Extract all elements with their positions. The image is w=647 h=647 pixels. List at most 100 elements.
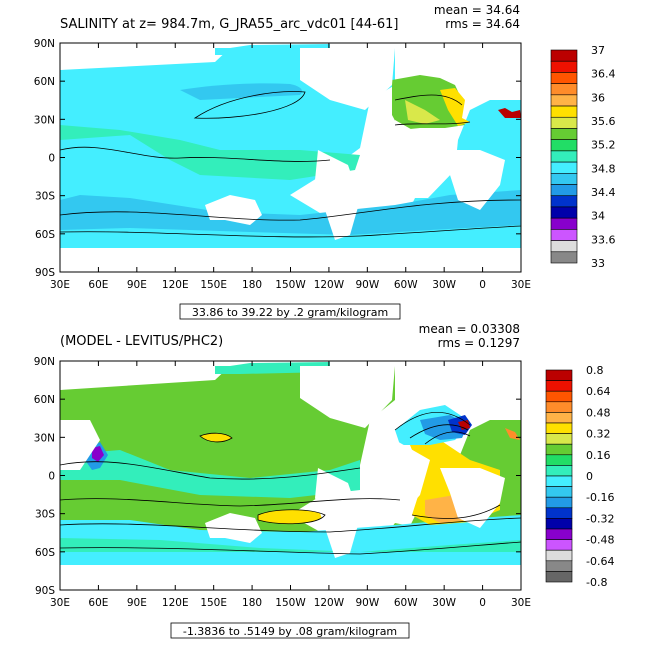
colorbar-swatch [545, 465, 573, 477]
panel2-rms: rms = 0.1297 [438, 336, 520, 350]
colorbar-swatch [545, 433, 573, 445]
colorbar-label: 36 [591, 91, 605, 104]
x-tick-label: 90W [355, 279, 379, 291]
colorbar-swatch [550, 105, 578, 118]
colorbar-swatch [545, 486, 573, 498]
x-tick-label: 60W [394, 279, 418, 291]
colorbar-swatch [545, 571, 573, 583]
colorbar-swatch [545, 528, 573, 540]
x-tick-label: 0 [479, 279, 486, 291]
colorbar-label: 0.64 [586, 385, 611, 398]
colorbar-swatch [550, 139, 578, 152]
panel2-colorbar: 0.8 0.64 0.48 0.32 0.16 0 -0.16 -0.32 -0.48 -0.64… [545, 364, 614, 589]
panel1-colorbar: 37 36.4 36 35.6 35.2 34.8 34.4 34 33.6 33 [550, 44, 616, 270]
y-tick-label: 90N [34, 38, 55, 50]
x-tick-label: 30E [50, 279, 70, 291]
y-tick-label: 60S [35, 547, 55, 559]
panel2-ticks: 30E 60E 90E 120E 150E 180 150W 120W 90W 60W 30W 0 30… [34, 356, 531, 609]
colorbar-swatch [545, 539, 573, 551]
colorbar-swatch [545, 412, 573, 424]
colorbar-swatch [545, 401, 573, 413]
colorbar-label: 35.6 [591, 115, 616, 128]
colorbar-label: 34.4 [591, 186, 616, 199]
x-tick-label: 0 [479, 597, 486, 609]
colorbar-label: 34 [591, 210, 605, 223]
colorbar-swatch [550, 83, 578, 96]
colorbar-swatch [550, 240, 578, 253]
colorbar-label: -0.32 [586, 512, 614, 525]
colorbar-swatch [550, 94, 578, 107]
colorbar-label: 0.32 [586, 428, 611, 441]
x-tick-label: 150E [200, 597, 227, 609]
colorbar-swatch [545, 369, 573, 381]
colorbar-label: -0.48 [586, 534, 614, 547]
colorbar-swatch [550, 229, 578, 241]
colorbar-swatch [550, 184, 578, 197]
panel2-mean: mean = 0.03308 [419, 322, 520, 336]
colorbar-swatch [550, 161, 578, 174]
colorbar-label: -0.8 [586, 576, 607, 589]
panel1-caption-box [179, 303, 401, 320]
y-tick-label: 30S [35, 191, 55, 203]
x-tick-label: 30E [50, 597, 70, 609]
colorbar-swatch [545, 380, 573, 392]
colorbar-swatch [550, 195, 578, 208]
panel2-caption-box [170, 622, 410, 639]
y-tick-label: 90S [35, 267, 55, 279]
colorbar-swatch [545, 518, 573, 530]
x-tick-label: 30E [511, 279, 531, 291]
x-tick-label: 30W [432, 597, 456, 609]
x-tick-label: 90E [127, 597, 147, 609]
colorbar-label: 0.48 [586, 406, 611, 419]
x-tick-label: 90W [355, 597, 379, 609]
panel2-map [60, 361, 521, 590]
x-tick-label: 150W [275, 279, 306, 291]
colorbar-swatch [550, 49, 578, 62]
colorbar-swatch [545, 507, 573, 519]
x-tick-label: 90E [127, 279, 147, 291]
x-tick-label: 150W [275, 597, 306, 609]
colorbar-swatch [545, 496, 573, 509]
panel1-caption: 33.86 to 39.22 by .2 gram/kilogram [192, 306, 388, 319]
colorbar-label: -0.64 [586, 555, 614, 568]
panel2-title: (MODEL - LEVITUS/PHC2) [60, 334, 223, 349]
x-tick-label: 180 [242, 597, 262, 609]
colorbar-label: 33 [591, 257, 605, 270]
colorbar-swatch [550, 206, 578, 219]
x-tick-label: 120E [162, 279, 189, 291]
colorbar-label: 33.6 [591, 233, 616, 246]
panel-difference: (MODEL - LEVITUS/PHC2) mean = 0.03308 rm… [34, 322, 614, 639]
colorbar-swatch [545, 475, 573, 487]
y-tick-label: 0 [48, 471, 55, 483]
x-tick-label: 120W [314, 597, 345, 609]
colorbar-swatch [550, 72, 578, 84]
colorbar-label: 0.8 [586, 364, 604, 377]
colorbar-swatch [545, 443, 573, 456]
colorbar-label: 0.16 [586, 449, 611, 462]
colorbar-label: 35.2 [591, 139, 616, 152]
colorbar-swatch [550, 60, 578, 73]
x-tick-label: 30E [511, 597, 531, 609]
x-tick-label: 120W [314, 279, 345, 291]
panel2-caption: -1.3836 to .5149 by .08 gram/kilogram [183, 625, 397, 638]
colorbar-swatch [550, 217, 578, 230]
colorbar-label: 0 [586, 470, 593, 483]
x-tick-label: 180 [242, 279, 262, 291]
panel1-title: SALINITY at z= 984.7m, G_JRA55_arc_vdc01… [60, 17, 398, 32]
y-tick-label: 30N [34, 432, 55, 444]
panel1-map [60, 43, 521, 272]
colorbar-label: 36.4 [591, 68, 616, 81]
colorbar-swatch [545, 422, 573, 434]
y-tick-label: 60N [34, 76, 55, 88]
y-tick-label: 30S [35, 509, 55, 521]
colorbar-label: -0.16 [586, 491, 614, 504]
panel1-rms: rms = 34.64 [445, 17, 520, 31]
colorbar-swatch [545, 454, 573, 466]
colorbar-swatch [550, 128, 578, 140]
colorbar-swatch [550, 116, 578, 129]
panel-salinity: SALINITY at z= 984.7m, G_JRA55_arc_vdc01… [34, 3, 616, 320]
x-tick-label: 30W [432, 279, 456, 291]
y-tick-label: 30N [34, 114, 55, 126]
y-tick-label: 60N [34, 394, 55, 406]
y-tick-label: 0 [48, 153, 55, 165]
